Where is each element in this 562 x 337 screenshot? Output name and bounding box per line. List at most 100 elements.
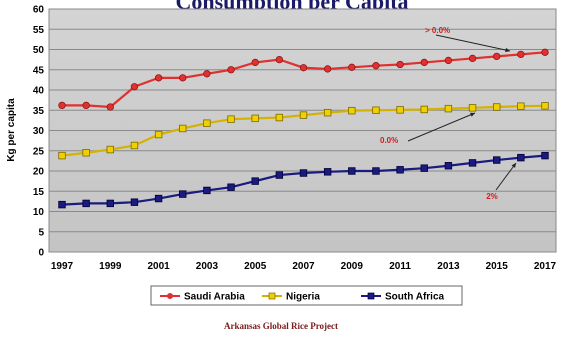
- y-tick-label: 0: [38, 248, 44, 259]
- data-point: [299, 64, 308, 72]
- data-point: [492, 103, 501, 111]
- x-tick-label: 2009: [341, 261, 364, 272]
- data-point: [82, 101, 90, 110]
- data-point: [299, 169, 308, 177]
- data-point: [154, 194, 163, 203]
- y-tick-label: 30: [33, 126, 45, 137]
- annotation-label: > 0.0%: [425, 26, 450, 35]
- data-point: [348, 167, 356, 175]
- data-point: [444, 162, 453, 170]
- y-tick-label: 15: [33, 187, 45, 198]
- data-point: [179, 190, 187, 198]
- data-point: [324, 65, 332, 73]
- y-axis-label: Kg per capita: [6, 98, 17, 162]
- x-tick-label: 2015: [486, 261, 509, 272]
- x-tick-label: 1997: [51, 261, 74, 272]
- legend-label: South Africa: [385, 292, 445, 303]
- data-point: [541, 102, 549, 110]
- data-point: [420, 164, 428, 172]
- data-point: [251, 58, 259, 67]
- data-point: [275, 113, 284, 122]
- series-lines: [58, 48, 549, 209]
- data-point: [130, 141, 139, 150]
- data-point: [275, 55, 284, 64]
- x-tick-label: 2005: [244, 261, 267, 272]
- data-point: [372, 62, 380, 70]
- data-point: [372, 106, 380, 114]
- data-point: [203, 119, 211, 127]
- y-tick-label: 5: [38, 227, 44, 238]
- data-point: [493, 52, 501, 61]
- annotation-label: 0.0%: [380, 136, 398, 145]
- data-point: [58, 151, 66, 160]
- data-point: [251, 114, 259, 123]
- data-point: [227, 115, 235, 123]
- data-point: [106, 103, 114, 111]
- data-point: [348, 63, 356, 71]
- y-tick-label: 25: [33, 146, 45, 157]
- annotation-arrowhead: [505, 47, 510, 53]
- x-tick-label: 1999: [99, 261, 122, 272]
- annotations: > 0.0% 0.0% 2%: [380, 26, 517, 201]
- y-tick-label: 20: [33, 167, 45, 178]
- annotation-arrow: [495, 162, 517, 191]
- data-point: [299, 111, 308, 119]
- data-point: [130, 83, 139, 91]
- y-tick-label: 60: [33, 5, 45, 16]
- data-point: [444, 104, 453, 113]
- x-tick-label: 2011: [389, 261, 411, 272]
- data-point: [179, 124, 187, 133]
- data-point: [396, 166, 404, 174]
- data-point: [227, 183, 235, 191]
- data-point: [396, 60, 404, 69]
- data-point: [58, 200, 66, 209]
- data-point: [154, 130, 163, 139]
- x-tick-label: 2001: [147, 261, 170, 272]
- y-tick-label: 10: [33, 207, 45, 218]
- y-tick-label: 50: [33, 45, 45, 56]
- annotation-arrowhead: [511, 163, 516, 168]
- data-point: [541, 48, 549, 56]
- data-point: [154, 74, 163, 82]
- data-point: [517, 102, 525, 110]
- annotation-arrow: [435, 34, 511, 52]
- x-tick-label: 2017: [534, 261, 557, 272]
- source-caption: Arkansas Global Rice Project: [223, 321, 339, 331]
- data-point: [203, 70, 211, 78]
- legend: Saudi Arabia Nigeria South Africa: [160, 292, 445, 303]
- y-tick-label: 35: [33, 106, 45, 117]
- x-tick-label: 2007: [292, 261, 315, 272]
- y-axis-ticks: 0 5 10 15 20 25 30 35 40 45 50 55 60: [33, 5, 45, 259]
- data-point: [323, 168, 332, 176]
- data-point: [517, 50, 525, 59]
- x-tick-label: 2003: [196, 261, 219, 272]
- data-point: [348, 106, 356, 115]
- data-point: [179, 74, 187, 82]
- data-point: [203, 186, 211, 195]
- data-point: [444, 56, 453, 65]
- x-tick-label: 2013: [437, 261, 460, 272]
- legend-label: Saudi Arabia: [184, 292, 245, 303]
- data-point: [468, 54, 477, 63]
- data-point: [82, 199, 90, 208]
- data-point: [517, 153, 525, 162]
- legend-label: Nigeria: [286, 292, 320, 303]
- annotation-label: 2%: [486, 192, 498, 201]
- data-point: [492, 156, 501, 164]
- legend-marker: [367, 292, 375, 300]
- data-point: [323, 108, 332, 117]
- data-point: [468, 104, 477, 112]
- data-point: [468, 159, 477, 167]
- annotation-arrowhead: [470, 112, 475, 117]
- data-point: [227, 66, 235, 74]
- y-tick-label: 40: [33, 86, 45, 97]
- y-tick-label: 55: [33, 25, 45, 36]
- data-point: [82, 149, 90, 157]
- annotation-arrow: [407, 112, 476, 142]
- data-point: [420, 105, 428, 114]
- data-point: [58, 101, 66, 110]
- legend-box: [150, 285, 463, 306]
- x-axis-ticks: 1997 1999 2001 2003 2005 2007 2009 2011 2013 2015…: [51, 261, 557, 272]
- data-point: [541, 151, 549, 160]
